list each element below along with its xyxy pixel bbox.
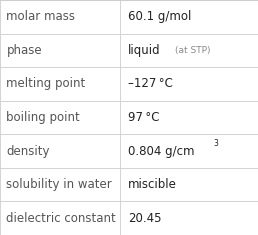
Text: –127 °C: –127 °C [128,77,173,90]
Text: dielectric constant: dielectric constant [6,212,116,225]
Text: melting point: melting point [6,77,86,90]
Text: 97 °C: 97 °C [128,111,159,124]
Text: (at STP): (at STP) [175,46,211,55]
Text: liquid: liquid [128,44,160,57]
Text: 0.804 g/cm: 0.804 g/cm [128,145,194,158]
Text: solubility in water: solubility in water [6,178,112,191]
Text: density: density [6,145,50,158]
Text: miscible: miscible [128,178,176,191]
Text: 60.1 g/mol: 60.1 g/mol [128,10,191,23]
Text: phase: phase [6,44,42,57]
Text: 20.45: 20.45 [128,212,161,225]
Text: boiling point: boiling point [6,111,80,124]
Text: molar mass: molar mass [6,10,75,23]
Text: 3: 3 [214,139,218,148]
